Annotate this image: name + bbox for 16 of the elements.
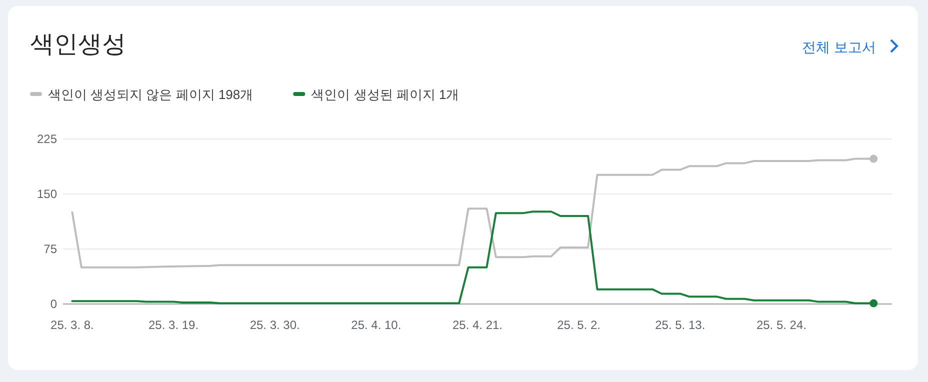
y-tick-label: 225	[36, 132, 58, 146]
y-tick-label: 75	[44, 242, 58, 256]
x-tick-label: 25. 4. 10.	[351, 318, 402, 332]
y-tick-label: 150	[36, 187, 58, 201]
x-tick-label: 25. 5. 24.	[756, 318, 806, 332]
x-tick-label: 25. 3. 19.	[148, 318, 199, 332]
legend-label: 색인이 생성된 페이지 1개	[311, 87, 460, 102]
x-tick-label: 25. 3. 30.	[250, 318, 300, 332]
x-tick-label: 25. 3. 8.	[50, 318, 94, 332]
text: 전체 보고서	[802, 39, 876, 55]
chart-title: 색인생성	[30, 31, 126, 58]
x-tick-label: 25. 4. 21.	[452, 318, 503, 332]
legend-label: 색인이 생성되지 않은 페이지 198개	[48, 87, 254, 102]
x-tick-label: 25. 5. 13.	[655, 318, 706, 332]
x-tick-label: 25. 5. 2.	[557, 318, 601, 332]
y-tick-label: 0	[50, 297, 58, 311]
